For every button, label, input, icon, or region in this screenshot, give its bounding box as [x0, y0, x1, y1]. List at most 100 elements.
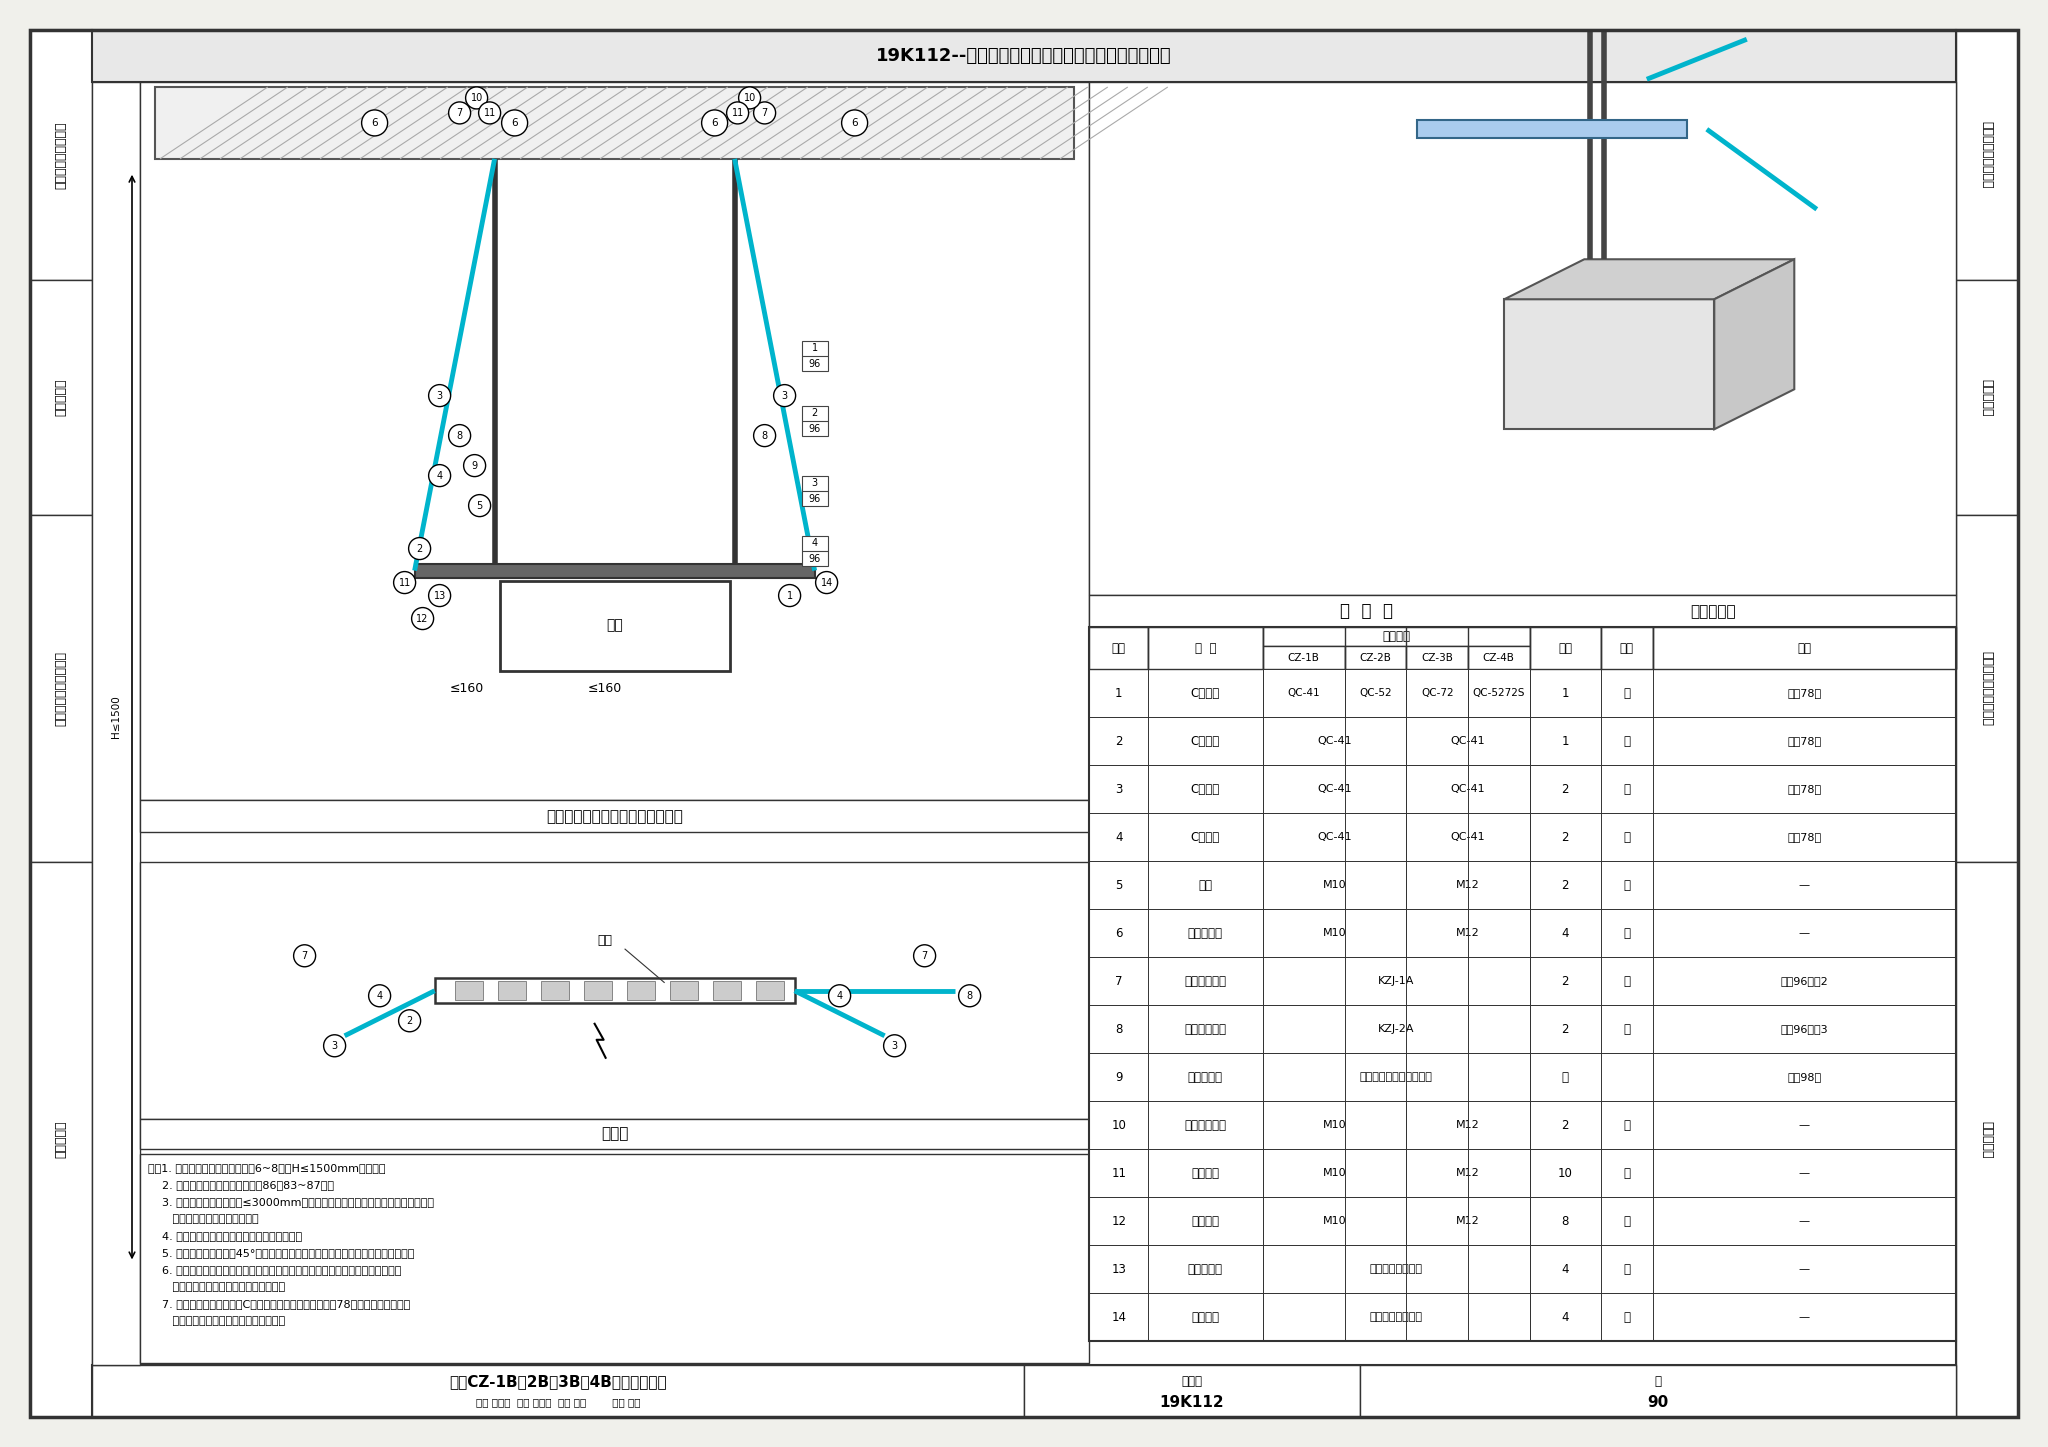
Bar — [1090, 669, 1956, 718]
Bar — [1090, 861, 1956, 909]
Text: 4: 4 — [377, 991, 383, 1001]
Text: 7: 7 — [762, 109, 768, 117]
Circle shape — [778, 585, 801, 606]
Circle shape — [774, 385, 795, 407]
Bar — [1090, 82, 1956, 595]
Text: 4. 图中「蓝色」表示的部分为侧向抗震斜撑。: 4. 图中「蓝色」表示的部分为侧向抗震斜撑。 — [147, 1231, 303, 1242]
Text: 时，可替代一个承重支吸架。: 时，可替代一个承重支吸架。 — [147, 1214, 258, 1224]
Text: QC-41: QC-41 — [1288, 689, 1321, 699]
Text: 见由78页: 见由78页 — [1788, 784, 1821, 794]
Bar — [1090, 627, 1956, 1341]
Bar — [92, 30, 1956, 82]
Text: 审核 许远超  审定 许远超  校对 秦疑        设计 秦鑫: 审核 许远超 审定 许远超 校对 秦疑 设计 秦鑫 — [475, 1398, 641, 1408]
Text: 12: 12 — [1112, 1214, 1126, 1227]
Bar — [31, 862, 92, 1417]
Text: QC-41: QC-41 — [1450, 737, 1485, 747]
Text: 9: 9 — [471, 460, 477, 470]
Text: 19K112--金属、非金属风管支吸架（含抗震支吸架）: 19K112--金属、非金属风管支吸架（含抗震支吸架） — [877, 46, 1171, 65]
Text: M12: M12 — [1456, 928, 1481, 938]
Circle shape — [399, 1010, 420, 1032]
Text: 件号: 件号 — [1112, 641, 1126, 654]
Circle shape — [754, 424, 776, 447]
Text: 图集号: 图集号 — [1182, 1375, 1202, 1388]
Bar — [1262, 765, 1407, 813]
Circle shape — [324, 1035, 346, 1056]
Polygon shape — [1714, 259, 1794, 430]
Text: 材  料  表: 材 料 表 — [1339, 602, 1393, 621]
Bar — [1262, 1294, 1530, 1341]
Bar — [1468, 647, 1530, 669]
Bar — [1956, 30, 2017, 1417]
Text: 6: 6 — [711, 117, 719, 127]
Text: 19K112: 19K112 — [1159, 1395, 1225, 1409]
Text: M10: M10 — [1323, 928, 1346, 938]
Text: 8: 8 — [967, 991, 973, 1001]
Circle shape — [369, 985, 391, 1007]
Text: 贓杆紧固件: 贓杆紧固件 — [1188, 1071, 1223, 1084]
Text: 传统支吸架: 传统支吸架 — [55, 379, 68, 417]
Text: 贓杆: 贓杆 — [1198, 878, 1212, 891]
Text: QC-72: QC-72 — [1421, 689, 1454, 699]
Text: 目录、总说明及图例: 目录、总说明及图例 — [55, 122, 68, 188]
Text: 见由98页: 见由98页 — [1788, 1072, 1821, 1082]
Text: 件: 件 — [1624, 878, 1630, 891]
Circle shape — [465, 87, 487, 109]
Bar — [92, 1365, 1024, 1417]
Text: 3: 3 — [782, 391, 788, 401]
Text: 金属风管装配式支吸架: 金属风管装配式支吸架 — [1980, 651, 1993, 726]
Bar — [1262, 1006, 1530, 1053]
Text: —: — — [1798, 1215, 1810, 1226]
Text: KZJ-1A: KZJ-1A — [1378, 977, 1415, 985]
Text: —: — — [1798, 928, 1810, 938]
Text: 1: 1 — [786, 590, 793, 601]
Text: 致时，应按实际参数核核后方可使用。: 致时，应按实际参数核核后方可使用。 — [147, 1317, 285, 1325]
Text: 槽锂端盖: 槽锂端盖 — [1192, 1311, 1219, 1324]
Text: 2: 2 — [1114, 735, 1122, 748]
Text: 2: 2 — [1561, 878, 1569, 891]
Circle shape — [842, 110, 868, 136]
Text: 7: 7 — [301, 951, 307, 961]
Text: H≤1500: H≤1500 — [111, 696, 121, 738]
Circle shape — [913, 945, 936, 967]
Text: CZ-1B: CZ-1B — [1288, 653, 1319, 663]
Bar — [1090, 718, 1956, 765]
Bar — [627, 981, 655, 1000]
Bar — [1090, 1006, 1956, 1053]
Text: 3. 当管道承重支吸架间距≤3000mm时，本图抗震支吸架的布置和承重支吸架重合: 3. 当管道承重支吸架间距≤3000mm时，本图抗震支吸架的布置和承重支吸架重合 — [147, 1197, 434, 1207]
Text: 10: 10 — [1112, 1119, 1126, 1132]
Text: M12: M12 — [1456, 880, 1481, 890]
Text: 3: 3 — [1114, 783, 1122, 796]
Text: CZ-2B: CZ-2B — [1360, 653, 1393, 663]
Bar — [801, 535, 827, 566]
Text: 槽锂垫板: 槽锂垫板 — [1192, 1214, 1219, 1227]
Bar — [1956, 862, 2017, 1417]
Text: 8: 8 — [1114, 1023, 1122, 1036]
Text: 6. 当工程设计中所选用的材料与本图集总说明不一致时，应按采用的材料核核杆: 6. 当工程设计中所选用的材料与本图集总说明不一致时，应按采用的材料核核杆 — [147, 1265, 401, 1275]
Text: 抗震连接构件: 抗震连接构件 — [1184, 1023, 1227, 1036]
Bar — [1530, 627, 1602, 669]
Text: 3: 3 — [811, 478, 817, 488]
Bar — [1090, 1197, 1956, 1244]
Bar — [1407, 647, 1468, 669]
Text: 页: 页 — [1655, 1375, 1661, 1388]
Circle shape — [412, 608, 434, 629]
Text: 个: 个 — [1624, 1166, 1630, 1179]
Text: 传统支吸架: 传统支吸架 — [1980, 379, 1993, 417]
Text: 个: 个 — [1624, 1119, 1630, 1132]
Text: 件: 件 — [1624, 735, 1630, 748]
Circle shape — [449, 424, 471, 447]
Text: 4: 4 — [1114, 831, 1122, 844]
Text: 7: 7 — [922, 951, 928, 961]
Text: 7: 7 — [1114, 975, 1122, 988]
Text: 90: 90 — [1647, 1395, 1669, 1409]
Bar — [1262, 1053, 1530, 1101]
Text: 数量: 数量 — [1559, 641, 1573, 654]
Text: QC-41: QC-41 — [1317, 832, 1352, 842]
Bar — [1262, 956, 1530, 1006]
Text: 6: 6 — [852, 117, 858, 127]
Text: 3: 3 — [436, 391, 442, 401]
Circle shape — [829, 985, 850, 1007]
Bar — [584, 981, 612, 1000]
Text: 8: 8 — [457, 431, 463, 440]
Text: 11: 11 — [731, 109, 743, 117]
